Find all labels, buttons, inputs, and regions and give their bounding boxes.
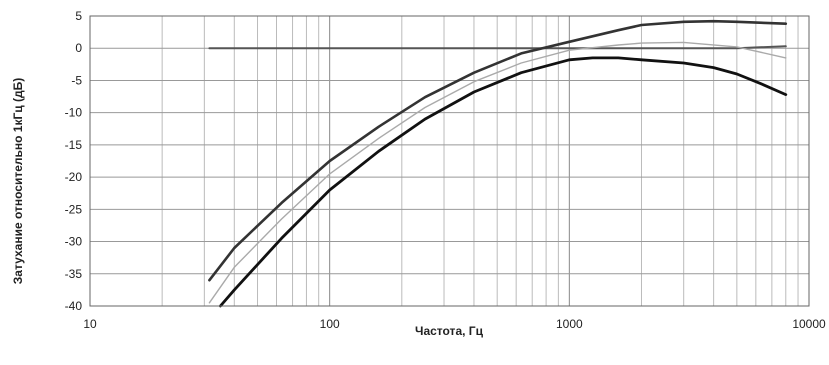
y-tick-label: -20 <box>65 170 83 184</box>
x-tick-label: 1000 <box>556 317 583 331</box>
series-line-1 <box>208 45 787 50</box>
series-line-2 <box>208 19 788 282</box>
y-tick-label: -40 <box>65 299 83 313</box>
y-tick-label: 5 <box>75 9 82 23</box>
y-tick-label: -25 <box>65 202 83 216</box>
series-line-4 <box>219 56 788 308</box>
y-tick-labels: 5 0 -5 -10 -15 -20 -25 -30 -35 -40 <box>65 9 83 313</box>
x-tick-label: 100 <box>320 317 340 331</box>
x-tick-labels: 10 100 1000 10000 <box>83 317 826 331</box>
y-tick-label: -15 <box>65 138 83 152</box>
y-tick-label: 0 <box>75 41 82 55</box>
plot-background <box>90 16 809 306</box>
plot-frame <box>89 15 810 307</box>
series <box>208 19 788 308</box>
y-tick-label: -10 <box>65 106 83 120</box>
x-tick-label: 10000 <box>792 317 826 331</box>
y-tick-label: -5 <box>71 73 82 87</box>
series-line-3 <box>208 41 787 304</box>
x-tick-label: 10 <box>83 317 97 331</box>
y-axis-title: Затухание относительно 1кГц (дБ) <box>11 78 25 284</box>
y-tick-label: -30 <box>65 235 83 249</box>
y-tick-label: -35 <box>65 267 83 281</box>
x-axis-title: Частота, Гц <box>415 324 484 338</box>
